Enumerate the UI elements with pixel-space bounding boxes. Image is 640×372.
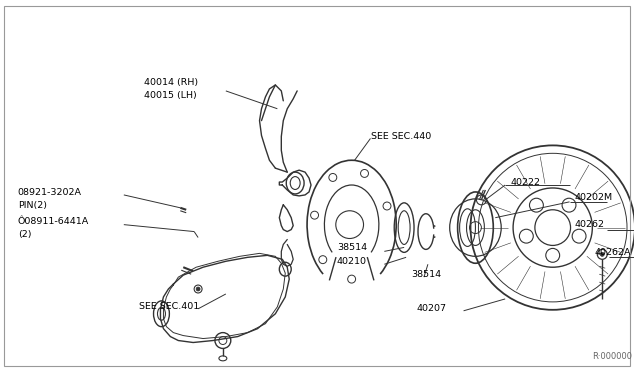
- Text: SEE SEC.440: SEE SEC.440: [371, 132, 432, 141]
- Text: 38514: 38514: [337, 243, 367, 252]
- Text: 08921-3202A: 08921-3202A: [18, 189, 82, 198]
- Text: 40202M: 40202M: [575, 193, 612, 202]
- Text: SEE SEC.401: SEE SEC.401: [139, 302, 199, 311]
- Circle shape: [196, 287, 200, 291]
- Circle shape: [600, 252, 604, 256]
- Text: 40014 (RH): 40014 (RH): [143, 78, 198, 87]
- Text: 40210: 40210: [337, 257, 367, 266]
- Text: (2): (2): [18, 230, 31, 239]
- Text: 38514: 38514: [411, 270, 441, 279]
- Text: 40222: 40222: [510, 177, 540, 186]
- Text: 40262A: 40262A: [595, 248, 631, 257]
- Text: PIN(2): PIN(2): [18, 201, 47, 210]
- Text: R·000000: R·000000: [593, 352, 632, 361]
- Text: Ô08911-6441A: Ô08911-6441A: [18, 217, 89, 226]
- Text: 40015 (LH): 40015 (LH): [143, 92, 196, 100]
- Text: 40262: 40262: [575, 220, 605, 229]
- Text: 40207: 40207: [416, 304, 446, 313]
